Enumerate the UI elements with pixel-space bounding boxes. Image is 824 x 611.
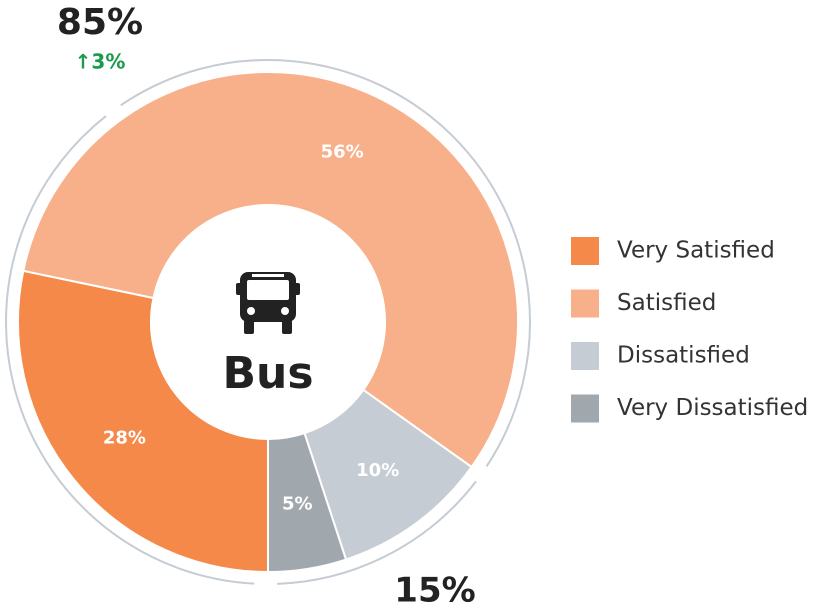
legend-swatch [571, 237, 599, 265]
group-bracket [277, 480, 477, 585]
annotation: 85% [57, 2, 143, 43]
value-label: 28% [103, 428, 146, 449]
donut-slice [267, 431, 348, 574]
legend-label: Satisfied [617, 290, 716, 316]
group-bracket [120, 59, 531, 467]
donut-slice [17, 269, 269, 574]
bus-icon [236, 272, 300, 334]
legend-swatch [571, 342, 599, 370]
legend-label: Dissatisfied [617, 343, 750, 369]
value-label: 5% [282, 494, 313, 515]
value-label: 56% [321, 142, 364, 163]
legend-label: Very Dissatisfied [617, 395, 808, 421]
annotation: ↑3% [75, 50, 126, 74]
value-label: 10% [356, 460, 399, 481]
legend-swatch [571, 289, 599, 318]
group-bracket [5, 115, 255, 585]
annotation: 15% [394, 571, 475, 611]
legend-swatch [571, 394, 599, 423]
center-label: Bus [222, 348, 313, 399]
legend-label: Very Satisfied [617, 238, 775, 264]
donut-slice [22, 71, 519, 469]
